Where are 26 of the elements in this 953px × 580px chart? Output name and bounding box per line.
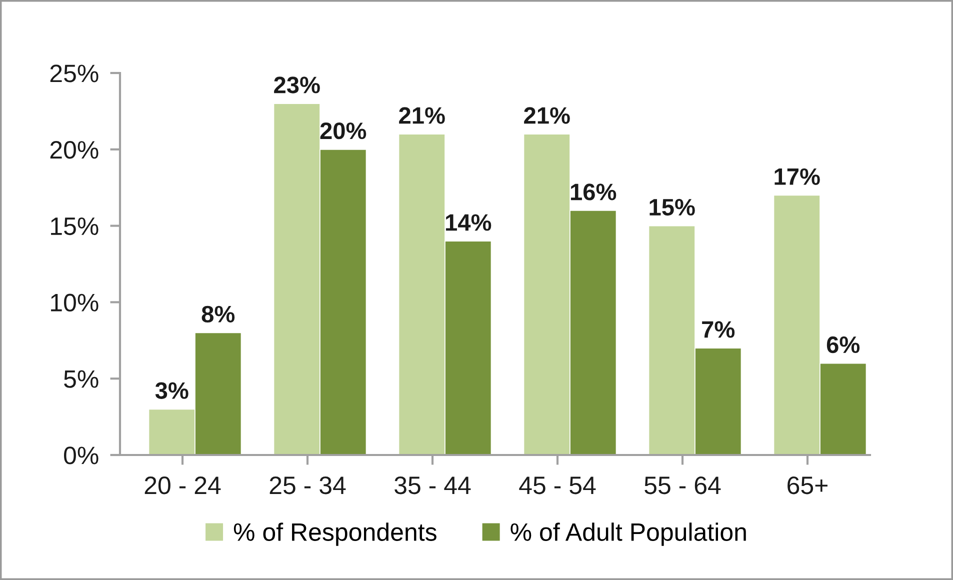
data-label: 21% [524, 107, 570, 124]
x-tick-label: 65+ [788, 476, 828, 494]
data-label: 6% [826, 336, 860, 354]
x-tick-label: 45 - 54 [519, 476, 596, 494]
y-tick-label: 25% [50, 64, 98, 82]
data-label: 21% [399, 107, 445, 124]
data-label: 7% [702, 321, 735, 338]
y-tick-label: 20% [50, 141, 98, 159]
data-label: 14% [446, 214, 492, 231]
x-tick-label: 35 - 44 [394, 476, 471, 494]
y-tick-label: 10% [51, 294, 98, 312]
data-label: 20% [320, 122, 366, 140]
legend-label: % of Respondents [234, 522, 436, 546]
data-label: 16% [570, 184, 616, 200]
x-tick-label: 25 - 34 [270, 476, 346, 494]
y-tick-label: 15% [51, 218, 98, 236]
legend-label: % of Adult Population [510, 522, 746, 546]
y-tick-label: 5% [64, 370, 98, 388]
data-label: 8% [202, 306, 235, 323]
data-label: 17% [774, 168, 820, 185]
data-label: 15% [650, 198, 695, 216]
data-label: 3% [155, 382, 188, 399]
data-label: 23% [274, 76, 320, 94]
y-tick-label: 0% [64, 446, 98, 464]
x-tick-label: 55 - 64 [644, 476, 721, 494]
x-tick-label: 20 - 24 [144, 476, 221, 494]
